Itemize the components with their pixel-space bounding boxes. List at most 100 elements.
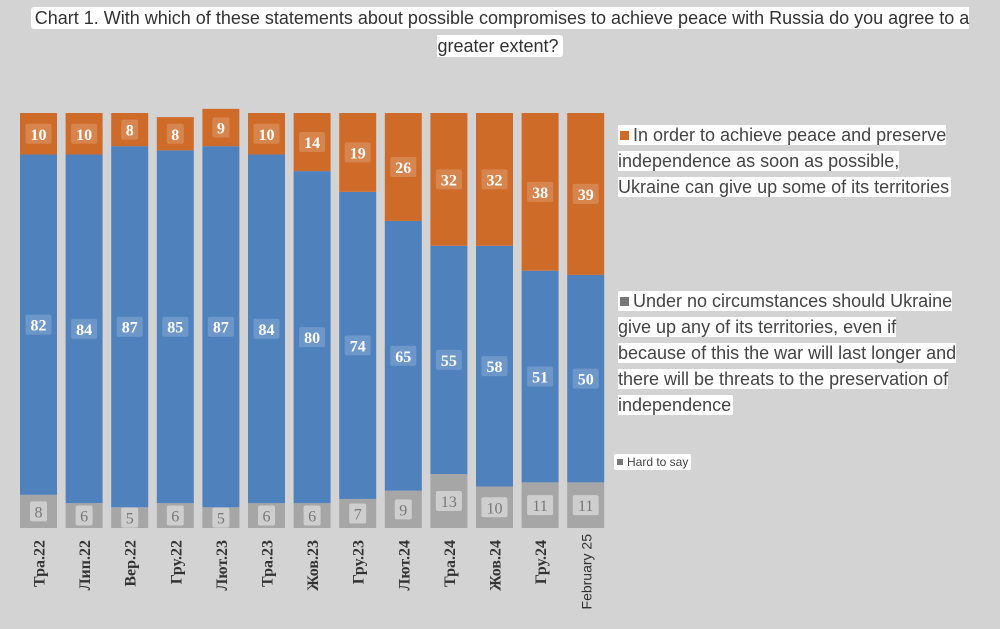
data-label-box-give-up-10 (481, 169, 508, 190)
data-label-box-give-up-12 (572, 183, 599, 204)
data-label-no-give-up-6: 80 (304, 330, 320, 347)
data-label-box-no-give-up-0 (25, 314, 52, 335)
category-label-4: Лют.23 (214, 540, 231, 591)
bar-hard-1 (65, 503, 103, 528)
data-label-box-no-give-up-2 (116, 316, 143, 337)
data-label-box-no-give-up-1 (71, 318, 98, 339)
legend-swatch-orange (620, 131, 629, 140)
data-label-box-give-up-8 (390, 156, 417, 177)
bar-hard-8 (384, 490, 422, 528)
category-label-10: Жов.24 (488, 540, 505, 591)
bar-no-give-up-8 (384, 220, 422, 491)
data-label-box-no-give-up-8 (390, 345, 417, 366)
data-label-no-give-up-10: 58 (487, 359, 503, 376)
data-label-give-up-10: 32 (487, 172, 503, 189)
bar-give-up-2 (111, 113, 149, 147)
data-label-box-hard-11 (527, 495, 554, 516)
data-label-box-hard-7 (349, 503, 367, 524)
bar-give-up-0 (20, 113, 57, 155)
data-label-box-hard-8 (394, 499, 412, 520)
data-label-box-no-give-up-4 (207, 316, 234, 337)
data-label-no-give-up-0: 82 (31, 318, 47, 335)
data-label-hard-10: 10 (487, 500, 503, 517)
data-label-box-hard-9 (435, 491, 462, 512)
data-label-box-hard-4 (212, 507, 230, 528)
legend-label-give-up: In order to achieve peace and preserve i… (618, 125, 950, 197)
data-label-no-give-up-11: 51 (532, 370, 548, 387)
bar-hard-5 (248, 503, 285, 528)
bar-no-give-up-5 (248, 154, 285, 504)
bar-no-give-up-1 (65, 154, 103, 504)
category-label-1: Лип.22 (77, 540, 94, 590)
bar-hard-6 (293, 503, 331, 528)
bar-give-up-10 (476, 113, 513, 246)
legend-item-give-up: In order to achieve peace and preserve i… (618, 122, 958, 200)
data-label-hard-5: 6 (263, 509, 271, 526)
data-label-no-give-up-12: 50 (578, 372, 594, 389)
data-label-box-no-give-up-10 (481, 356, 508, 377)
bar-no-give-up-3 (156, 150, 194, 504)
chart-title: Chart 1. With which of these statements … (0, 4, 1000, 60)
data-label-box-hard-3 (166, 505, 184, 526)
bar-give-up-6 (293, 113, 331, 172)
data-label-no-give-up-1: 84 (76, 322, 92, 339)
bar-hard-10 (476, 486, 513, 528)
bar-no-give-up-6 (293, 171, 331, 504)
data-label-box-give-up-11 (527, 181, 554, 202)
category-label-11: Гру.24 (533, 540, 550, 584)
data-label-give-up-6: 14 (304, 135, 320, 152)
data-label-give-up-12: 39 (578, 187, 594, 204)
bar-no-give-up-10 (476, 245, 513, 487)
data-label-hard-3: 6 (171, 509, 179, 526)
legend-item-no-give-up: Under no circumstances should Ukraine gi… (618, 288, 963, 418)
data-label-hard-8: 9 (399, 502, 407, 519)
bar-hard-9 (430, 474, 468, 528)
data-label-give-up-4: 9 (217, 121, 225, 138)
bar-hard-0 (20, 494, 57, 528)
data-label-box-hard-5 (258, 505, 275, 526)
data-label-give-up-7: 19 (350, 145, 366, 162)
bar-give-up-1 (65, 113, 103, 155)
data-label-no-give-up-5: 84 (259, 322, 275, 339)
data-label-hard-6: 6 (308, 509, 316, 526)
data-label-box-give-up-2 (121, 119, 139, 140)
data-label-hard-2: 5 (126, 511, 134, 528)
bar-no-give-up-7 (339, 191, 377, 499)
data-label-no-give-up-7: 74 (350, 338, 366, 355)
data-label-give-up-8: 26 (395, 160, 411, 177)
data-label-hard-1: 6 (80, 509, 88, 526)
bar-no-give-up-11 (521, 270, 559, 483)
bar-no-give-up-9 (430, 245, 468, 475)
data-label-box-no-give-up-6 (299, 327, 326, 348)
bar-no-give-up-4 (202, 146, 240, 508)
data-label-give-up-9: 32 (441, 172, 457, 189)
data-label-no-give-up-2: 87 (122, 320, 138, 337)
category-label-9: Тра.24 (442, 540, 459, 587)
data-label-box-give-up-1 (71, 123, 98, 144)
bar-give-up-5 (248, 113, 285, 155)
data-label-no-give-up-4: 87 (213, 320, 229, 337)
legend-label-hard-to-say: Hard to say (627, 455, 689, 469)
data-label-box-give-up-3 (166, 123, 184, 144)
data-label-hard-12: 11 (578, 498, 593, 515)
data-label-give-up-1: 10 (76, 127, 92, 144)
data-label-no-give-up-8: 65 (395, 349, 411, 366)
bar-no-give-up-0 (20, 154, 57, 495)
data-label-hard-4: 5 (217, 511, 225, 528)
bar-give-up-3 (156, 117, 194, 151)
bar-no-give-up-2 (111, 146, 149, 508)
data-label-box-hard-2 (121, 507, 139, 528)
category-label-7: Гру.23 (351, 540, 368, 584)
bar-give-up-7 (339, 113, 377, 192)
data-label-box-give-up-7 (344, 142, 371, 163)
data-label-give-up-2: 8 (126, 123, 134, 140)
category-label-8: Лют.24 (396, 540, 413, 591)
legend-label-no-give-up: Under no circumstances should Ukraine gi… (618, 291, 957, 415)
data-label-box-give-up-0 (25, 123, 52, 144)
bar-hard-3 (156, 503, 194, 528)
bar-give-up-8 (384, 113, 422, 221)
data-label-give-up-3: 8 (171, 127, 179, 144)
category-label-12: February 25 (579, 534, 595, 610)
data-label-give-up-0: 10 (31, 127, 47, 144)
